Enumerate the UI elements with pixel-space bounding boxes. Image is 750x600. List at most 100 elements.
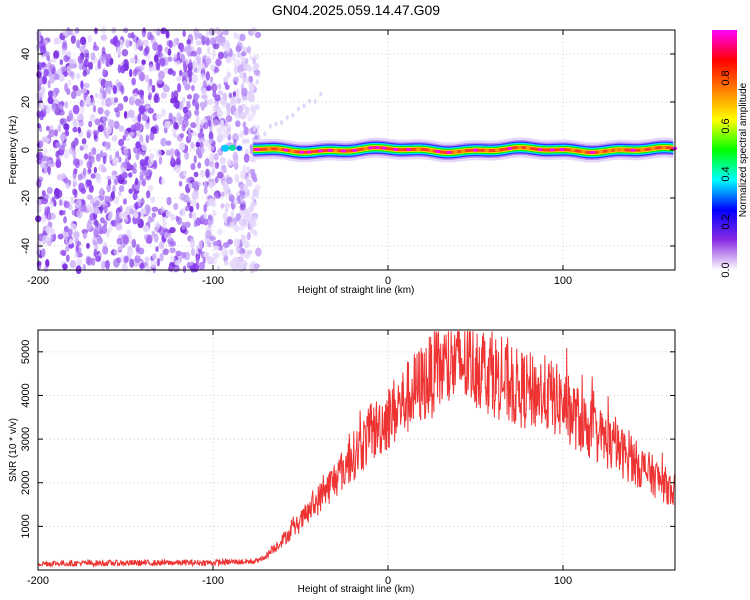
noise-speckle <box>224 44 231 54</box>
noise-speckle <box>68 109 73 120</box>
noise-speckle <box>188 58 192 68</box>
noise-speckle <box>233 32 238 39</box>
noise-speckle <box>135 184 140 191</box>
noise-speckle <box>123 95 129 103</box>
noise-speckle <box>87 168 92 174</box>
noise-speckle <box>190 141 195 150</box>
noise-speckle <box>128 172 133 178</box>
y-tick-label: -20 <box>20 190 32 206</box>
noise-speckle <box>132 92 139 100</box>
noise-speckle <box>133 42 139 51</box>
noise-speckle <box>95 153 101 162</box>
signal-peak <box>507 146 513 150</box>
signal-peak <box>393 147 399 151</box>
noise-speckle <box>207 46 211 55</box>
x-tick-label: -100 <box>202 275 224 287</box>
noise-speckle <box>219 97 224 105</box>
noise-speckle <box>200 214 205 221</box>
noise-speckle <box>147 185 154 192</box>
noise-speckle <box>139 262 145 270</box>
noise-speckle <box>151 206 159 212</box>
noise-speckle <box>200 119 205 126</box>
noise-speckle <box>126 163 132 170</box>
noise-speckle <box>198 240 203 250</box>
noise-speckle <box>162 84 169 92</box>
noise-speckle <box>233 65 238 75</box>
noise-speckle <box>151 212 157 218</box>
noise-speckle <box>102 116 108 122</box>
noise-speckle <box>198 261 206 271</box>
noise-speckle <box>79 204 86 213</box>
noise-speckle <box>188 212 193 219</box>
noise-speckle <box>202 80 207 89</box>
noise-speckle <box>225 128 231 136</box>
noise-speckle <box>116 238 122 245</box>
noise-speckle <box>233 58 241 67</box>
signal-peak <box>306 150 312 154</box>
noise-speckle <box>246 46 252 54</box>
noise-speckle <box>132 192 138 201</box>
noise-speckle <box>41 238 47 245</box>
noise-speckle <box>158 58 164 65</box>
noise-speckle <box>208 27 216 36</box>
signal-peak <box>494 148 500 152</box>
noise-speckle <box>207 198 214 206</box>
noise-speckle <box>210 112 216 119</box>
noise-speckle <box>80 80 84 90</box>
noise-speckle <box>134 98 142 107</box>
noise-speckle <box>250 220 257 228</box>
colorbar-tick-label: 0.4 <box>720 166 732 181</box>
x-tick-label: 0 <box>385 275 391 287</box>
noise-speckle <box>70 90 77 100</box>
noise-speckle <box>243 153 250 163</box>
noise-speckle <box>100 34 108 41</box>
signal-blob <box>221 144 230 152</box>
noise-speckle <box>39 41 46 50</box>
noise-speckle <box>141 142 147 152</box>
noise-speckle <box>98 228 103 235</box>
noise-speckle <box>115 223 123 231</box>
signal-peak <box>607 149 613 153</box>
noise-speckle <box>245 166 251 172</box>
noise-speckle <box>72 126 78 133</box>
signal-peak <box>559 148 565 152</box>
noise-speckle <box>255 79 259 85</box>
noise-speckle <box>83 82 90 89</box>
noise-speckle <box>213 43 220 50</box>
noise-speckle <box>53 72 58 81</box>
noise-speckle <box>46 211 52 221</box>
signal-peak <box>460 149 466 153</box>
noise-speckle <box>239 183 245 192</box>
noise-speckle <box>58 109 65 116</box>
noise-speckle <box>213 105 217 112</box>
noise-speckle <box>127 109 135 119</box>
noise-speckle <box>236 88 240 96</box>
spectrogram-signal-band <box>221 91 678 163</box>
noise-speckle <box>120 254 125 264</box>
noise-speckle <box>189 205 194 213</box>
noise-speckle <box>69 260 77 269</box>
noise-speckle <box>108 213 112 221</box>
noise-speckle <box>235 120 241 128</box>
noise-speckle <box>233 155 239 165</box>
noise-speckle <box>228 194 235 203</box>
noise-speckle <box>88 120 93 128</box>
noise-speckle <box>157 44 163 53</box>
noise-speckle <box>150 260 157 269</box>
noise-speckle <box>215 58 222 67</box>
noise-speckle <box>104 109 110 116</box>
noise-speckle <box>56 68 62 76</box>
noise-speckle <box>291 112 295 118</box>
noise-speckle <box>199 127 204 134</box>
noise-speckle <box>71 188 77 196</box>
signal-peak <box>363 147 369 151</box>
noise-speckle <box>110 96 115 103</box>
noise-speckle <box>263 131 267 137</box>
signal-peak <box>630 148 636 152</box>
noise-speckle <box>175 250 182 257</box>
noise-speckle <box>184 251 191 261</box>
noise-speckle <box>222 241 230 248</box>
noise-speckle <box>105 126 112 136</box>
noise-speckle <box>195 217 201 227</box>
colorbar-tick-label: 0.2 <box>720 214 732 229</box>
